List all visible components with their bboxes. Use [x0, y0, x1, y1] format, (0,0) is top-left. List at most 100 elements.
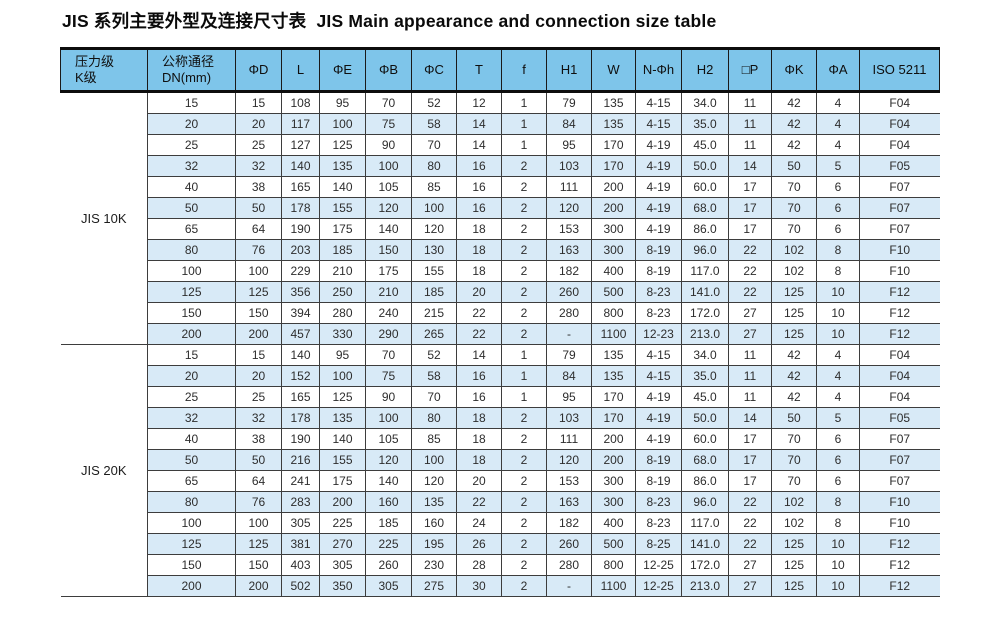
table-cell: 45.0 — [681, 134, 729, 156]
header-cell: W — [591, 47, 636, 93]
table-cell: F07 — [859, 449, 940, 471]
table-row: 25 25 127 125 90 70 14 1 95 170 4-19 45.0 11 42 4 F04 — [61, 134, 940, 156]
table-cell: 32 — [235, 407, 282, 429]
header-cell: N-Φh — [635, 47, 682, 93]
table-cell: 200 — [319, 491, 366, 513]
table-cell: 100 — [147, 260, 236, 282]
table-cell: 6 — [816, 218, 860, 240]
table-row: 100 100 229 210 175 155 18 2 182 400 8-19 117.0 22 10… — [61, 260, 940, 282]
table-cell: 175 — [319, 218, 366, 240]
table-cell: 300 — [591, 218, 636, 240]
table-cell: 4 — [816, 344, 860, 366]
table-cell: 4-19 — [635, 218, 682, 240]
table-cell: 4 — [816, 113, 860, 135]
table-cell: 22 — [728, 239, 772, 261]
table-cell: 17 — [728, 428, 772, 450]
table-row: 65 64 241 175 140 120 20 2 153 300 8-19 86.0 17 70 6 F0… — [61, 470, 940, 492]
table-cell: 2 — [501, 302, 547, 324]
table-cell: F07 — [859, 176, 940, 198]
table-cell: 50 — [147, 197, 236, 219]
table-cell: 8 — [816, 239, 860, 261]
table-cell: 155 — [319, 197, 366, 219]
table-cell: 27 — [728, 302, 772, 324]
table-cell: 75 — [365, 365, 412, 387]
table-cell: 24 — [456, 512, 502, 534]
table-cell: 2 — [501, 281, 547, 303]
table-cell: 283 — [281, 491, 320, 513]
table-cell: 42 — [771, 91, 817, 114]
table-cell: 8-23 — [635, 491, 682, 513]
table-cell: 14 — [456, 134, 502, 156]
table-cell: 26 — [456, 533, 502, 555]
table-cell: 8 — [816, 512, 860, 534]
table-cell: 10 — [816, 323, 860, 345]
table-cell: 25 — [235, 386, 282, 408]
table-cell: F07 — [859, 428, 940, 450]
header-cell: ΦB — [365, 47, 412, 93]
table-cell: 125 — [771, 281, 817, 303]
table-row: 80 76 283 200 160 135 22 2 163 300 8-23 96.0 22 102 8 F… — [61, 491, 940, 513]
table-cell: 15 — [235, 344, 282, 366]
table-cell: 135 — [319, 155, 366, 177]
table-cell: 50 — [147, 449, 236, 471]
table-cell: 4-15 — [635, 365, 682, 387]
table-cell: 305 — [319, 554, 366, 576]
table-cell: 2 — [501, 197, 547, 219]
table-cell: 58 — [411, 365, 457, 387]
table-cell: 84 — [546, 365, 592, 387]
table-cell: 135 — [319, 407, 366, 429]
table-cell: 22 — [728, 281, 772, 303]
table-cell: 102 — [771, 512, 817, 534]
table-cell: 2 — [501, 470, 547, 492]
table-cell: F04 — [859, 134, 940, 156]
table-cell: 163 — [546, 491, 592, 513]
table-cell: 90 — [365, 134, 412, 156]
table-cell: 103 — [546, 407, 592, 429]
table-cell: 300 — [591, 470, 636, 492]
table-cell: 190 — [281, 428, 320, 450]
table-cell: 127 — [281, 134, 320, 156]
header-cell: H2 — [681, 47, 729, 93]
table-cell: 20 — [456, 470, 502, 492]
table-cell: 70 — [365, 91, 412, 114]
header-cell: ΦA — [816, 47, 860, 93]
header-cell: f — [501, 47, 547, 93]
table-cell: 25 — [147, 386, 236, 408]
table-cell: 1100 — [591, 323, 636, 345]
table-cell: 356 — [281, 281, 320, 303]
table-cell: 120 — [411, 470, 457, 492]
table-cell: 50 — [771, 407, 817, 429]
table-row: 50 50 178 155 120 100 16 2 120 200 4-19 68.0 17 70 6 F0… — [61, 197, 940, 219]
table-cell: F07 — [859, 197, 940, 219]
table-cell: 6 — [816, 428, 860, 450]
table-cell: 280 — [319, 302, 366, 324]
table-cell: 163 — [546, 239, 592, 261]
table-cell: 150 — [365, 239, 412, 261]
table-cell: 330 — [319, 323, 366, 345]
table-cell: 153 — [546, 470, 592, 492]
table-cell: 100 — [411, 197, 457, 219]
table-cell: 275 — [411, 575, 457, 597]
table-cell: 108 — [281, 91, 320, 114]
table-cell: 80 — [411, 155, 457, 177]
table-cell: 68.0 — [681, 449, 729, 471]
table-cell: 381 — [281, 533, 320, 555]
table-cell: 86.0 — [681, 470, 729, 492]
table-cell: 400 — [591, 512, 636, 534]
table-cell: 8-19 — [635, 260, 682, 282]
table-cell: 42 — [771, 365, 817, 387]
table-cell: 11 — [728, 344, 772, 366]
table-cell: 152 — [281, 365, 320, 387]
table-cell: 70 — [411, 386, 457, 408]
table-cell: 8-19 — [635, 470, 682, 492]
table-cell: 225 — [319, 512, 366, 534]
table-cell: 95 — [319, 344, 366, 366]
table-cell: 14 — [728, 155, 772, 177]
table-cell: 4-19 — [635, 176, 682, 198]
table-cell: 70 — [771, 470, 817, 492]
table-cell: 500 — [591, 533, 636, 555]
table-cell: 28 — [456, 554, 502, 576]
table-cell: 80 — [411, 407, 457, 429]
table-cell: 203 — [281, 239, 320, 261]
